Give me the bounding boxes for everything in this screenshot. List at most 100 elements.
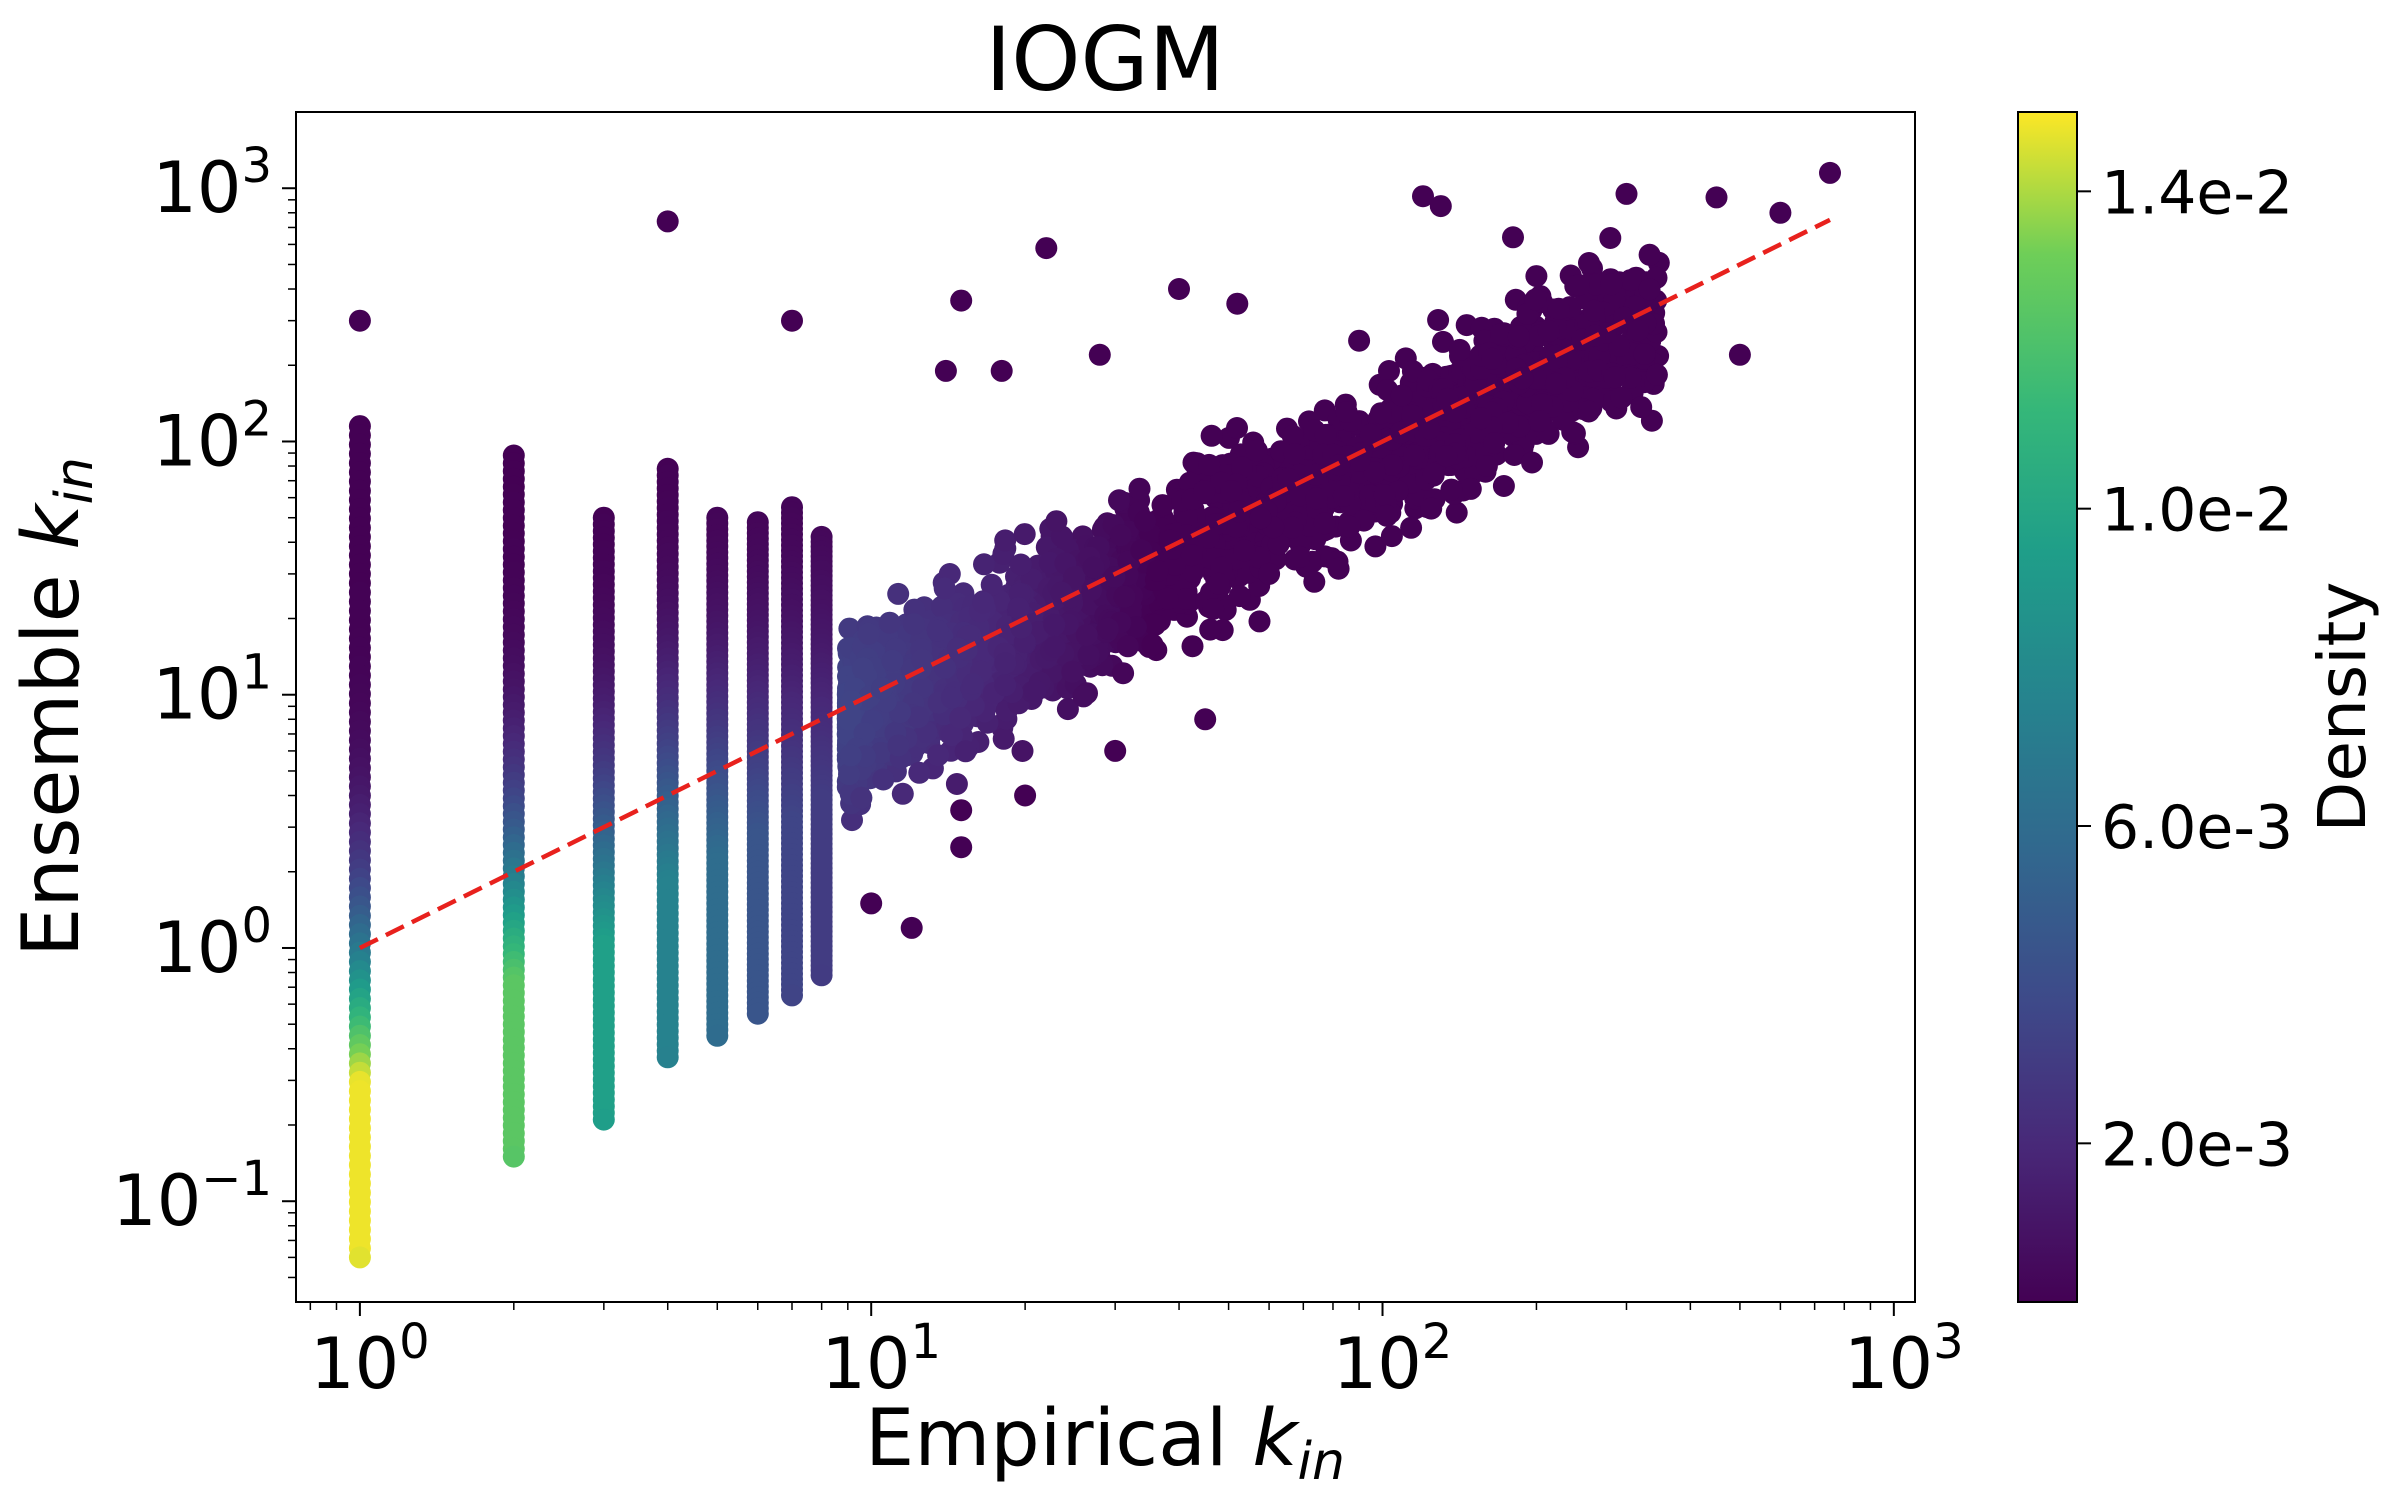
scatter-point [1007,597,1030,620]
scatter-point [1638,243,1661,266]
scatter-point [1035,237,1058,260]
scatter-point [1448,338,1471,361]
scatter-point [1525,265,1548,288]
scatter-point [502,1145,525,1168]
x-axis: 100 101 102 103 [309,1302,1964,1405]
scatter-point [933,577,956,600]
scatter-point [950,836,973,859]
scatter-point [1077,643,1100,666]
scatter-point [1233,539,1256,562]
scatter-point [1705,186,1728,209]
scatter-point [992,727,1015,750]
scatter-point [1112,662,1135,685]
scatter-point [1503,444,1526,466]
scatter-point [1369,402,1392,425]
scatter-point [934,359,957,382]
scatter-point [1348,329,1371,352]
scatter-point [1231,456,1253,479]
scatter-point [1249,507,1272,530]
scatter-point [954,740,977,763]
scatter-point [947,637,970,660]
scatter-point [1507,325,1530,348]
scatter-point [1524,288,1547,311]
scatter-point [1769,201,1792,224]
scatter-point [1819,161,1841,184]
scatter-point [839,744,862,767]
scatter-point [1104,739,1127,762]
colorbar-tick-label: 2.0e-3 [2101,1110,2293,1180]
scatter-point [348,309,371,332]
scatter-point [1281,424,1304,447]
scatter-point [1288,545,1311,568]
scatter-point [1619,269,1642,292]
scatter-point [1198,453,1221,476]
scatter-point [1603,366,1626,389]
scatter-point [1245,439,1268,462]
scatter-point [949,706,972,729]
scatter-point [994,529,1017,552]
x-tick-label: 103 [1844,1314,1964,1405]
scatter-point [1141,633,1164,656]
scatter-point [1633,343,1656,365]
x-tick-label: 101 [821,1314,941,1405]
scatter-point [903,613,925,636]
scatter-point [1144,613,1167,636]
scatter-point [706,1024,729,1047]
scatter-point [945,773,968,795]
scatter-point [1314,423,1337,446]
scatter-point [1338,515,1361,538]
scatter-point [851,657,874,680]
scatter-point [1440,478,1463,501]
scatter-point [1174,588,1197,610]
reference-line [358,217,1831,950]
scatter-point [1381,454,1404,476]
scatter-point [1009,553,1032,576]
colorbar-ticks: 2.0e-3 6.0e-3 1.0e-2 1.4e-2 [2077,158,2293,1180]
scatter-point [781,309,803,332]
scatter-point [1082,556,1105,579]
scatter-point [994,652,1017,675]
scatter-point [1470,407,1492,430]
scatter-point [1128,477,1151,500]
scatter-point [1072,685,1095,708]
scatter-point [1483,432,1506,455]
scatter-point [941,724,963,747]
scatter-point [1061,660,1084,683]
scatter-point [1583,299,1605,322]
y-tick-label: 101 [152,645,272,736]
plot-area [348,161,1841,1269]
scatter-point [1537,319,1560,342]
scatter-point [887,734,910,757]
scatter-point [881,649,904,672]
scatter-point [1531,393,1553,416]
scatter-point [1418,417,1441,440]
scatter-point [1403,444,1426,467]
y-tick-label: 100 [152,898,272,989]
scatter-point [1459,477,1482,500]
scatter-point [1267,533,1290,556]
colorbar-gradient [2017,111,2078,1303]
data-points [348,161,1841,1269]
scatter-point [1380,525,1403,548]
scatter-point [1490,323,1513,346]
scatter-point [1283,443,1306,465]
scatter-point [1313,512,1336,535]
scatter-point [1600,273,1623,296]
scatter-point [972,591,995,614]
scatter-point [1435,445,1458,468]
scatter-point [1182,560,1205,583]
scatter-point [926,619,949,642]
scatter-point [1108,489,1130,512]
scatter-point [1024,680,1047,702]
scatter-point [1096,617,1119,640]
scatter-point [840,690,863,713]
scatter-point [1075,624,1098,646]
colorbar: 2.0e-3 6.0e-3 1.0e-2 1.4e-2 Density [2017,111,2381,1303]
scatter-point [1610,386,1633,409]
scatter-point [1420,497,1443,520]
scatter-point [1481,347,1504,370]
scatter-point [1043,635,1066,658]
scatter-point [1200,424,1223,447]
scatter-point [1156,587,1179,610]
